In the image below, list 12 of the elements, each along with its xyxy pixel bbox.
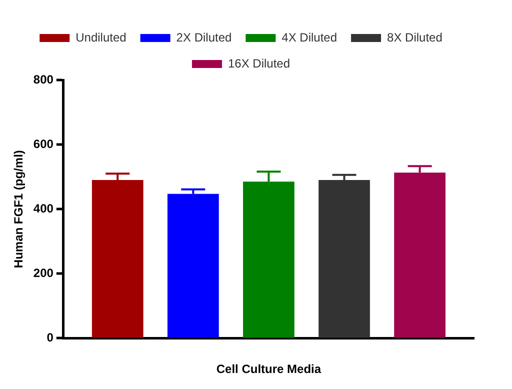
legend-label: 16X Diluted bbox=[228, 56, 290, 70]
y-tick-label: 400 bbox=[33, 201, 54, 216]
y-axis-title: Human FGF1 (pg/ml) bbox=[12, 150, 26, 268]
legend-label: 8X Diluted bbox=[387, 30, 442, 44]
legend-label: 2X Diluted bbox=[176, 30, 232, 44]
y-tick-label: 600 bbox=[33, 136, 54, 151]
y-tick-label: 0 bbox=[46, 330, 54, 345]
legend-label: 4X Diluted bbox=[282, 30, 338, 44]
y-tick-label: 200 bbox=[33, 266, 54, 280]
x-axis-title: Cell Culture Media bbox=[216, 362, 322, 376]
legend-label: Undiluted bbox=[76, 30, 126, 44]
y-tick-label: 800 bbox=[33, 72, 54, 86]
